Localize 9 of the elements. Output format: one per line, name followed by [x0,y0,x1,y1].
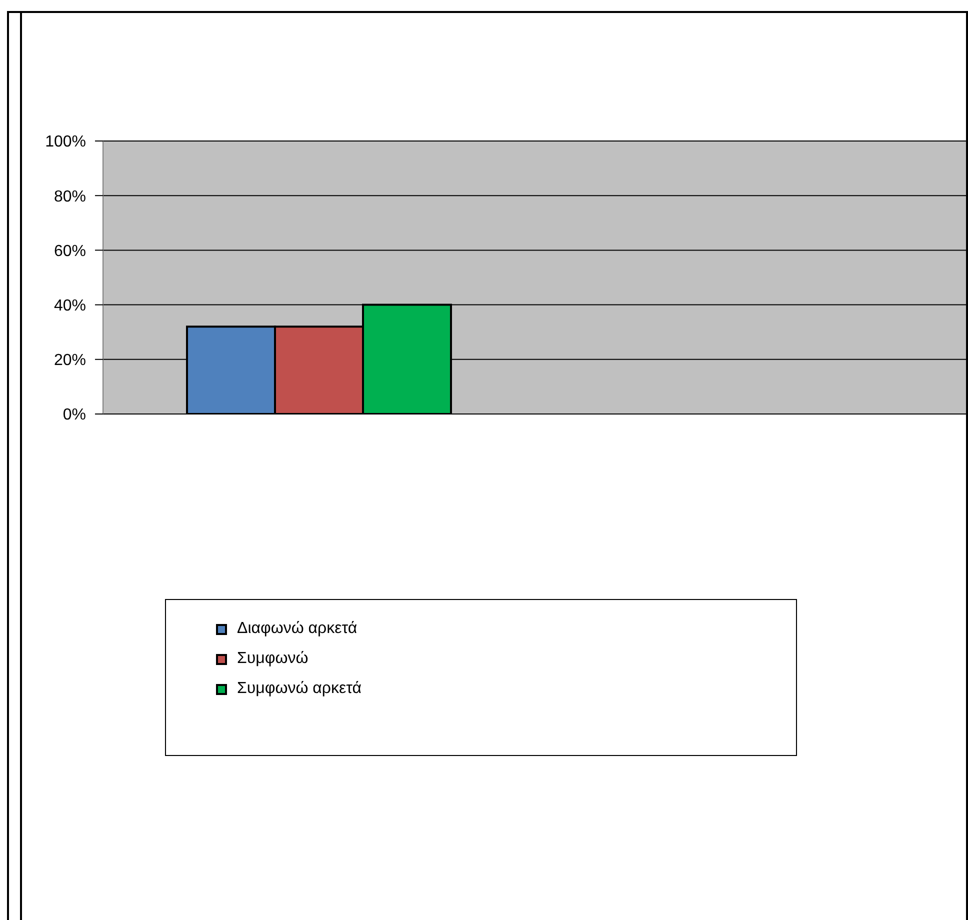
y-tick-label: 60% [54,242,86,260]
legend-label: Συμφωνώ [237,650,308,668]
y-tick-label: 80% [54,188,86,206]
legend-label: Διαφωνώ αρκετά [237,620,358,638]
y-tick-label: 100% [45,134,86,151]
y-tick-label: 20% [54,352,86,370]
legend-label: Συμφωνώ αρκετά [237,680,362,698]
y-tick-label: 0% [62,406,86,424]
y-tick-label: 40% [54,297,86,314]
